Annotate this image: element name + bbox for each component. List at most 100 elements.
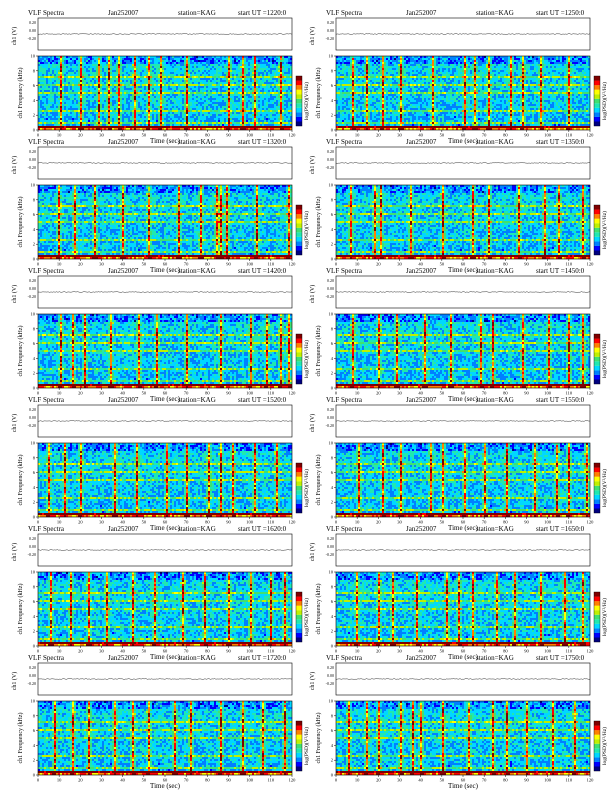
heatmap-cell — [142, 76, 145, 79]
heatmap-cell — [188, 110, 191, 113]
heatmap-cell — [282, 126, 285, 129]
heatmap-cell — [62, 58, 65, 61]
heatmap-cell — [174, 66, 177, 69]
heatmap-cell — [130, 94, 133, 97]
heatmap-cell — [270, 82, 273, 85]
heatmap-cell — [62, 108, 65, 111]
heatmap-cell — [258, 98, 261, 101]
heatmap-cell — [86, 96, 89, 99]
heatmap-cell — [170, 124, 173, 127]
heatmap-cell — [86, 98, 89, 101]
heatmap-cell — [276, 96, 279, 99]
heatmap-cell — [168, 120, 171, 123]
time-tick-label: 20 — [78, 133, 83, 138]
heatmap-cell — [190, 100, 193, 103]
heatmap-cell — [272, 96, 275, 99]
heatmap-cell — [72, 94, 75, 97]
heatmap-cell — [232, 56, 235, 59]
heatmap-cell — [216, 124, 219, 127]
heatmap-cell — [146, 122, 149, 125]
heatmap-cell — [194, 74, 197, 77]
heatmap-cell — [212, 70, 215, 73]
heatmap-cell — [198, 92, 201, 95]
heatmap-cell — [76, 66, 79, 69]
heatmap-cell — [40, 116, 43, 119]
heatmap-cell — [262, 96, 265, 99]
heatmap-cell — [154, 102, 157, 105]
heatmap-cell — [120, 92, 123, 95]
heatmap-cell — [132, 84, 135, 87]
heatmap-cell — [156, 80, 159, 83]
heatmap-cell — [86, 110, 89, 113]
heatmap-cell — [278, 98, 281, 101]
heatmap-cell — [92, 56, 95, 59]
heatmap-cell — [264, 82, 267, 85]
heatmap-cell — [138, 96, 141, 99]
heatmap-cell — [68, 110, 71, 113]
heatmap-cell — [168, 126, 171, 129]
heatmap-cell — [196, 112, 199, 115]
heatmap-cell — [86, 126, 89, 129]
heatmap-cell — [74, 74, 77, 77]
heatmap-cell — [536, 56, 539, 59]
heatmap-cell — [162, 126, 165, 129]
heatmap-cell — [72, 122, 75, 125]
heatmap-cell — [72, 108, 75, 111]
heatmap-cell — [198, 56, 201, 59]
heatmap-cell — [124, 128, 127, 131]
heatmap-cell — [40, 84, 43, 87]
heatmap-cell — [136, 110, 139, 113]
heatmap-cell — [150, 72, 153, 75]
heatmap-cell — [244, 124, 247, 127]
heatmap-cell — [282, 58, 285, 61]
heatmap-cell — [82, 114, 85, 117]
heatmap-cell — [220, 102, 223, 105]
heatmap-cell — [272, 60, 275, 63]
heatmap-cell — [102, 112, 105, 115]
heatmap-cell — [284, 96, 287, 99]
heatmap-cell — [56, 114, 59, 117]
heatmap-cell — [290, 126, 293, 129]
heatmap-cell — [138, 58, 141, 61]
heatmap-cell — [224, 80, 227, 83]
heatmap-cell — [174, 96, 177, 99]
heatmap-cell — [284, 82, 287, 85]
heatmap-cell — [116, 74, 119, 77]
heatmap-cell — [118, 108, 121, 111]
heatmap-cell — [122, 120, 125, 123]
heatmap-cell — [204, 104, 207, 107]
heatmap-cell — [236, 84, 239, 87]
heatmap-cell — [212, 58, 215, 61]
heatmap-cell — [88, 86, 91, 89]
heatmap-cell — [40, 120, 43, 123]
heatmap-cell — [110, 94, 113, 97]
heatmap-cell — [126, 126, 129, 129]
heatmap-cell — [194, 90, 197, 93]
heatmap-cell — [158, 122, 161, 125]
heatmap-cell — [278, 82, 281, 85]
heatmap-cell — [218, 84, 221, 87]
heatmap-cell — [262, 92, 265, 95]
heatmap-cell — [198, 104, 201, 107]
heatmap-cell — [78, 82, 81, 85]
heatmap-cell — [284, 110, 287, 113]
heatmap-cell — [286, 106, 289, 109]
heatmap-cell — [282, 78, 285, 81]
heatmap-cell — [134, 98, 137, 101]
heatmap-cell — [122, 126, 125, 129]
heatmap-cell — [172, 110, 175, 113]
heatmap-cell — [204, 86, 207, 89]
heatmap-cell — [74, 82, 77, 85]
heatmap-cell — [240, 98, 243, 101]
heatmap-cell — [116, 120, 119, 123]
heatmap-cell — [54, 80, 57, 83]
heatmap-cell — [120, 98, 123, 101]
heatmap-cell — [102, 118, 105, 121]
heatmap-cell — [200, 106, 203, 109]
heatmap-cell — [78, 78, 81, 81]
heatmap-cell — [220, 90, 223, 93]
heatmap-cell — [62, 60, 65, 63]
heatmap-cell — [126, 66, 129, 69]
heatmap-cell — [150, 90, 153, 93]
heatmap-cell — [210, 120, 213, 123]
